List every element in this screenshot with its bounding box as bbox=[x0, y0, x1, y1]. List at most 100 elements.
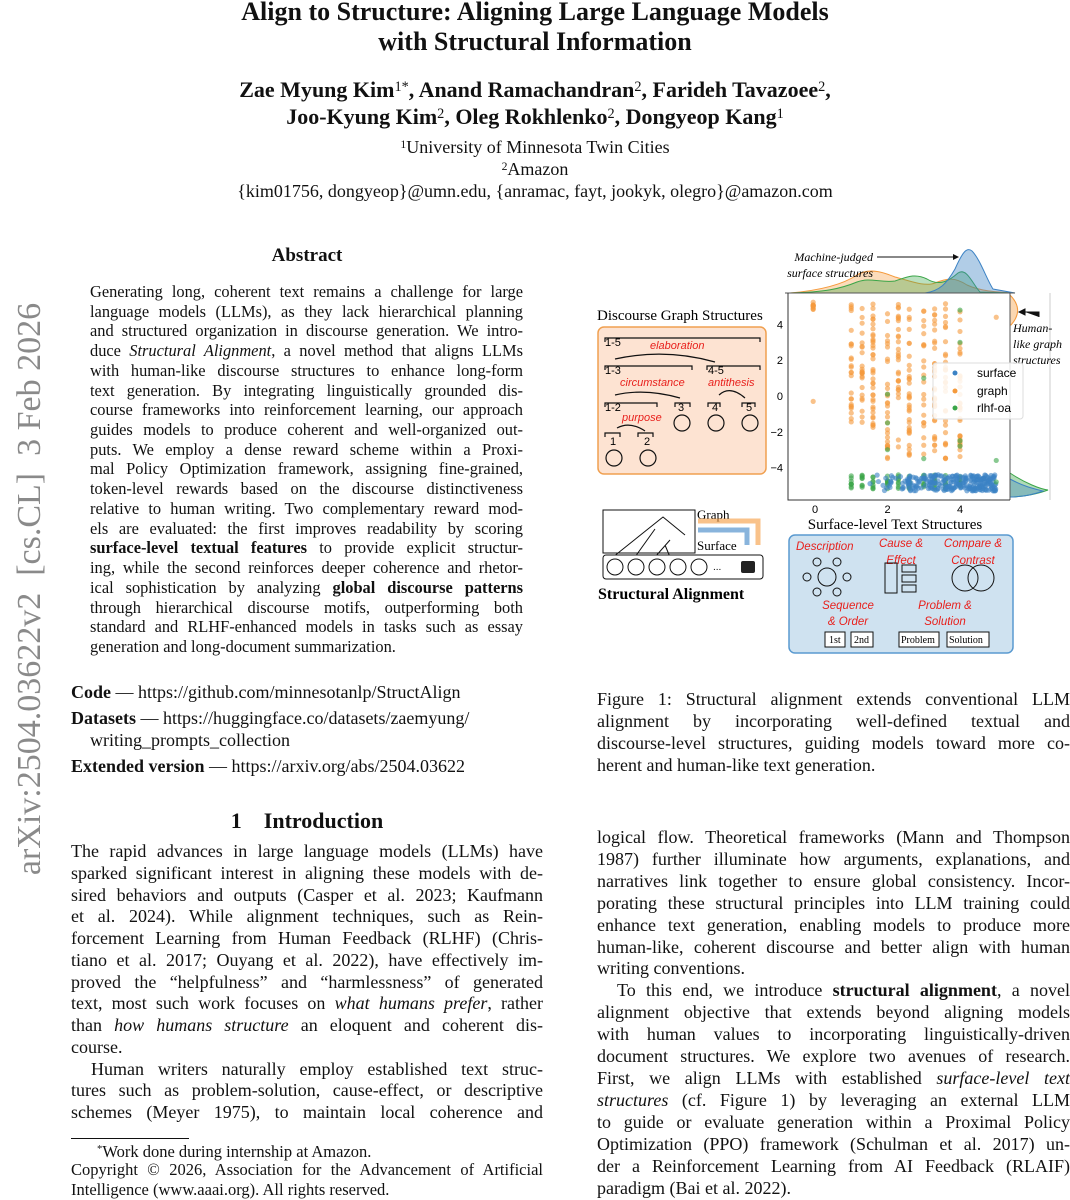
paper-title-line-2: with Structural Information bbox=[378, 27, 692, 56]
text-line: generation and long-document summarizati… bbox=[90, 637, 523, 657]
point-surface bbox=[888, 473, 895, 479]
point-rlhf-oa bbox=[921, 456, 927, 462]
point-graph bbox=[906, 393, 912, 399]
text-span: et al. 2024). While alignment techniques… bbox=[71, 906, 543, 927]
legend-marker-graph bbox=[952, 388, 958, 394]
surface-arrow bbox=[698, 527, 750, 545]
text-line: human-like, coherent discourse and bette… bbox=[597, 937, 1070, 959]
point-graph bbox=[884, 414, 891, 420]
text-line: through hierarchical discourse motifs, o… bbox=[90, 598, 523, 618]
point-rlhf-oa bbox=[957, 438, 963, 444]
code-url[interactable]: https://github.com/minnesotanlp/StructAl… bbox=[138, 682, 461, 702]
abstract-heading: Abstract bbox=[271, 245, 343, 266]
point-rlhf-oa bbox=[848, 485, 854, 491]
affiliation-1: 1University of Minnesota Twin Cities bbox=[0, 136, 1070, 158]
text-span: text, most such work focuses on bbox=[71, 993, 335, 1014]
text-span: 1987) further illuminate how arguments, … bbox=[597, 848, 1070, 869]
point-graph bbox=[906, 451, 912, 457]
text-span: narratives link together to ensure globa… bbox=[597, 870, 1070, 891]
text-line: sired behaviors and outputs (Casper et a… bbox=[71, 885, 543, 907]
graph-arrow bbox=[698, 518, 761, 545]
point-graph bbox=[895, 386, 901, 393]
point-surface bbox=[900, 484, 906, 490]
point-surface bbox=[883, 475, 889, 481]
intro-left-column: The rapid advances in large language mod… bbox=[71, 841, 543, 1124]
point-graph bbox=[932, 317, 938, 323]
text-span: alignment by incorporating well-defined … bbox=[597, 711, 1070, 731]
author-name: Oleg Rokhlenko bbox=[455, 104, 608, 129]
point-graph bbox=[993, 314, 999, 320]
text-span: structures bbox=[597, 1089, 669, 1110]
point-graph bbox=[921, 323, 927, 329]
kde-surface bbox=[924, 249, 1016, 294]
text-span: sired behaviors and outputs (Casper et a… bbox=[71, 884, 543, 905]
point-graph bbox=[932, 327, 938, 333]
point-surface bbox=[874, 472, 880, 478]
footnote-mark: * bbox=[97, 1143, 103, 1155]
point-graph bbox=[921, 379, 927, 385]
point-rlhf-oa bbox=[848, 481, 854, 487]
point-graph bbox=[921, 423, 927, 429]
point-graph bbox=[848, 364, 854, 370]
point-graph bbox=[895, 326, 901, 333]
point-graph bbox=[884, 344, 891, 350]
text-span: discourse-level structures, guiding mode… bbox=[597, 733, 1070, 753]
text-span: Figure 1: Structural alignment extends c… bbox=[597, 689, 1070, 709]
arrow-right bbox=[1017, 308, 1040, 317]
point-graph bbox=[942, 319, 949, 326]
affiliation-2: 2Amazon bbox=[0, 158, 1070, 180]
text-span: to guide or evaluate generation within a… bbox=[597, 1111, 1070, 1132]
author-name: Dongyeop Kang bbox=[625, 104, 777, 129]
point-rlhf-oa bbox=[848, 473, 854, 479]
point-graph bbox=[870, 409, 876, 416]
robot-icon bbox=[741, 561, 755, 573]
surface-panel bbox=[788, 534, 1014, 654]
text-line: language models (LLMs), as they lack hie… bbox=[90, 302, 523, 322]
footnote: *Work done during internship at Amazon. bbox=[71, 1142, 569, 1161]
point-graph bbox=[942, 418, 949, 424]
scatter-points bbox=[810, 299, 999, 494]
text-line: course. bbox=[71, 1037, 543, 1059]
point-graph bbox=[870, 321, 876, 327]
y-tick-label: 0 bbox=[777, 391, 783, 403]
point-graph bbox=[895, 339, 901, 345]
text-span: course frameworks into reinforcement lea… bbox=[90, 400, 523, 420]
kde-rlhf-oa bbox=[789, 271, 1016, 294]
point-surface bbox=[905, 476, 911, 482]
point-graph bbox=[942, 422, 949, 428]
point-graph bbox=[859, 384, 865, 391]
text-span: how humans structure bbox=[114, 1015, 289, 1035]
datasets-url-continued[interactable]: writing_prompts_collection bbox=[90, 730, 290, 750]
point-graph bbox=[884, 311, 891, 317]
arxiv-stamp: arXiv:2504.03622v2 [cs.CL] 3 Feb 2026 bbox=[11, 302, 48, 876]
code-label: Code bbox=[71, 682, 111, 702]
type-order: & Order bbox=[828, 616, 869, 628]
text-line: First, we align LLMs with established su… bbox=[597, 1068, 1070, 1090]
datasets-url[interactable]: https://huggingface.co/datasets/zaemyung… bbox=[163, 708, 470, 728]
text-line: porating these structural principles int… bbox=[597, 893, 1070, 915]
text-span: course. bbox=[71, 1036, 123, 1057]
text-span: porating these structural principles int… bbox=[597, 892, 1070, 913]
text-span: , a novel bbox=[996, 980, 1070, 1001]
text-span: forcement Learning from Human Feedback (… bbox=[71, 928, 543, 948]
annotation-machine-judged: Machine-judged bbox=[793, 250, 874, 264]
text-span: surface-level textual features bbox=[90, 538, 308, 558]
point-graph bbox=[957, 328, 963, 335]
point-graph bbox=[906, 353, 912, 359]
legend-label-surface: surface bbox=[977, 366, 1017, 380]
point-graph bbox=[906, 316, 912, 323]
surface-type-labels: Description Cause & Effect Compare & Con… bbox=[796, 538, 1002, 628]
type-problem: Problem & bbox=[918, 600, 972, 612]
footnote-text: Work done during internship at Amazon. bbox=[102, 1142, 372, 1161]
y-tick-label: −2 bbox=[770, 427, 783, 439]
point-surface bbox=[922, 482, 929, 489]
point-graph bbox=[870, 301, 876, 307]
extended-url[interactable]: https://arxiv.org/abs/2504.03622 bbox=[231, 756, 466, 776]
text-span: writing conventions. bbox=[597, 958, 745, 979]
point-graph bbox=[859, 314, 865, 321]
graph-node-labels: 1-5 1-3 4-5 1-2 3 4 5 1 2 bbox=[605, 337, 752, 448]
point-graph bbox=[895, 437, 901, 443]
point-graph bbox=[895, 444, 901, 450]
point-surface bbox=[918, 485, 924, 491]
point-graph bbox=[859, 330, 865, 336]
